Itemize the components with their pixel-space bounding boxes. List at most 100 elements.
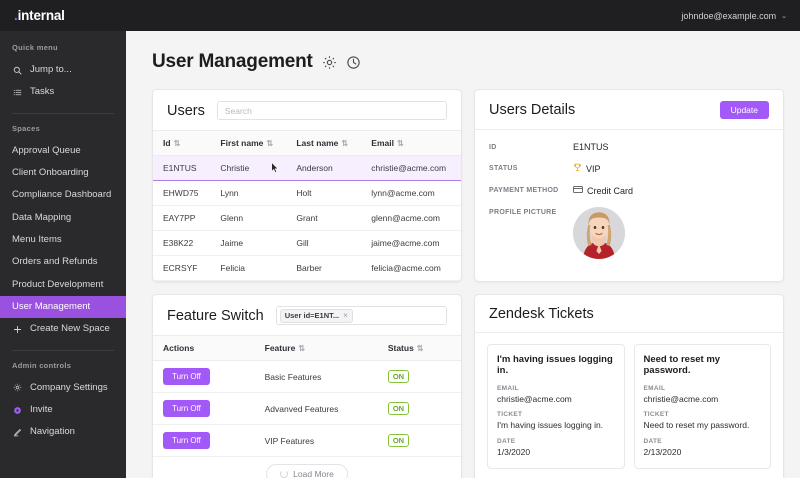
sidebar-item-orders-and-refunds[interactable]: Orders and Refunds [0,251,126,273]
users-card-header: Users [153,90,461,131]
detail-row-payment-method: PAYMENT METHOD Credit Card [489,185,769,196]
ticket-field-email: EMAIL christie@acme.com [497,385,615,405]
column-header-last-name[interactable]: Last name ⇅ [286,131,362,156]
turn-off-button[interactable]: Turn Off [163,368,210,385]
load-more-button[interactable]: Load More [266,464,348,478]
payment-method-value: Credit Card [587,185,634,196]
load-more-label: Load More [293,469,334,478]
sidebar-item-label: Client Onboarding [12,167,89,179]
cell-email: felicia@acme.com [361,255,461,281]
cell-id: EAY7PP [153,205,211,231]
ticket-card[interactable]: I'm having issues logging in. EMAIL chri… [487,344,625,469]
table-row: Turn Off Basic Features ON [153,360,461,393]
sidebar-item-label: Compliance Dashboard [12,189,112,201]
column-header-id[interactable]: Id ⇅ [153,131,211,156]
sidebar-item-label: Approval Queue [12,144,81,156]
users-search-box[interactable] [216,101,447,120]
trophy-icon [573,163,582,174]
cell-last-name: Gill [286,230,362,256]
sidebar-item-label: Data Mapping [12,211,72,223]
tickets-card-title: Zendesk Tickets [489,306,594,322]
sidebar-item-invite[interactable]: Invite [0,399,126,421]
ticket-title: Need to reset my password. [643,354,721,377]
table-row[interactable]: EHWD75 Lynn Holt lynn@acme.com [153,180,461,206]
sidebar-item-label: Menu Items [12,234,62,246]
sidebar-divider-2 [12,349,114,351]
field-value: I'm having issues logging in. [497,420,604,431]
column-label: Status [387,343,414,353]
sidebar-item-company-settings[interactable]: Company Settings [0,377,126,399]
gear-icon[interactable] [322,55,337,70]
sidebar-section-spaces-label: Spaces [12,123,41,133]
turn-off-button[interactable]: Turn Off [163,400,210,417]
detail-label: ID [489,144,497,151]
cell-last-name: Holt [286,180,362,206]
table-row: Turn Off VIP Features ON [153,424,461,457]
topbar: johndoe@example.com ⌄ [126,0,800,31]
app-logo[interactable]: .internal [14,8,65,23]
field-value: 1/3/2020 [497,447,531,458]
field-label: EMAIL [497,384,519,392]
cell-feature: VIP Features [254,424,378,457]
detail-row-status: STATUS VIP [489,163,769,174]
sidebar-item-compliance-dashboard[interactable]: Compliance Dashboard [0,184,126,206]
status-badge: ON [387,402,410,415]
column-header-email[interactable]: Email ⇅ [361,131,461,156]
sidebar-item-user-management[interactable]: User Management [0,296,126,319]
table-row[interactable]: ECRSYF Felicia Barber felicia@acme.com [153,255,461,281]
load-more-wrap: Load More [153,457,461,478]
details-card-header: Users Details Update [475,90,783,130]
details-body: ID E1NTUS STATUS VIP [475,130,783,280]
column-label: Email [371,138,394,148]
table-row[interactable]: E38K22 Jaime Gill jaime@acme.com [153,230,461,256]
sidebar-item-label: Company Settings [30,381,108,393]
cell-id: E38K22 [153,230,211,256]
field-value: christie@acme.com [497,393,572,404]
sidebar-item-approval-queue[interactable]: Approval Queue [0,140,126,162]
column-header-first-name[interactable]: First name ⇅ [210,131,287,156]
sort-icon: ⇅ [416,344,424,353]
sidebar-item-jump-to[interactable]: Jump to... [0,59,126,81]
field-label: TICKET [497,411,523,419]
cell-status: ON [377,392,461,425]
column-header-actions: Actions [153,336,255,361]
turn-off-button[interactable]: Turn Off [163,432,210,449]
ticket-card[interactable]: Need to reset my password. EMAIL christi… [633,344,771,469]
close-icon[interactable]: × [343,311,348,320]
cell-first-name: Lynn [210,180,287,206]
cell-id: ECRSYF [153,255,211,281]
chevron-down-icon[interactable]: ⌄ [781,12,787,20]
create-new-space-button[interactable]: Create New Space [0,318,126,340]
history-icon[interactable] [346,55,361,70]
update-button[interactable]: Update [719,101,769,119]
logo-dot: . [14,8,18,23]
table-row[interactable]: EAY7PP Glenn Grant glenn@acme.com [153,205,461,231]
field-value: 2/13/2020 [643,447,682,458]
sidebar-section-admin-label: Admin controls [12,360,72,370]
column-label: Actions [163,343,195,353]
table-row[interactable]: E1NTUS Christie Anderson christie@acme.c… [153,155,461,181]
filter-chip[interactable]: User id=E1NT... × [279,308,353,323]
account-email[interactable]: johndoe@example.com [681,10,777,21]
cell-id: EHWD75 [153,180,211,206]
cell-email: glenn@acme.com [361,205,461,231]
cell-first-name: Felicia [210,255,287,281]
search-input[interactable] [224,105,439,116]
sidebar-item-tasks[interactable]: Tasks [0,81,126,103]
dashboard-grid: Users Id⇅ First name⇅ Last name⇅ Email⇅ [152,89,784,478]
sidebar-item-product-development[interactable]: Product Development [0,274,126,296]
detail-label: STATUS [489,165,518,172]
column-header-feature[interactable]: Feature ⇅ [254,336,378,361]
detail-value-status: VIP [573,163,601,174]
column-header-status[interactable]: Status ⇅ [377,336,461,361]
feature-filter-box[interactable]: User id=E1NT... × [275,306,447,325]
sidebar-item-navigation[interactable]: Navigation [0,421,126,443]
credit-card-icon [573,185,583,196]
users-table: Id ⇅ First name ⇅ Last name ⇅ Email ⇅ E1NTUS… [153,131,461,281]
logo-bar: .internal [0,0,126,31]
cell-status: ON [377,360,461,393]
sidebar-item-client-onboarding[interactable]: Client Onboarding [0,162,126,184]
sidebar-item-data-mapping[interactable]: Data Mapping [0,207,126,229]
field-label: DATE [643,438,662,446]
sidebar-item-menu-items[interactable]: Menu Items [0,229,126,251]
